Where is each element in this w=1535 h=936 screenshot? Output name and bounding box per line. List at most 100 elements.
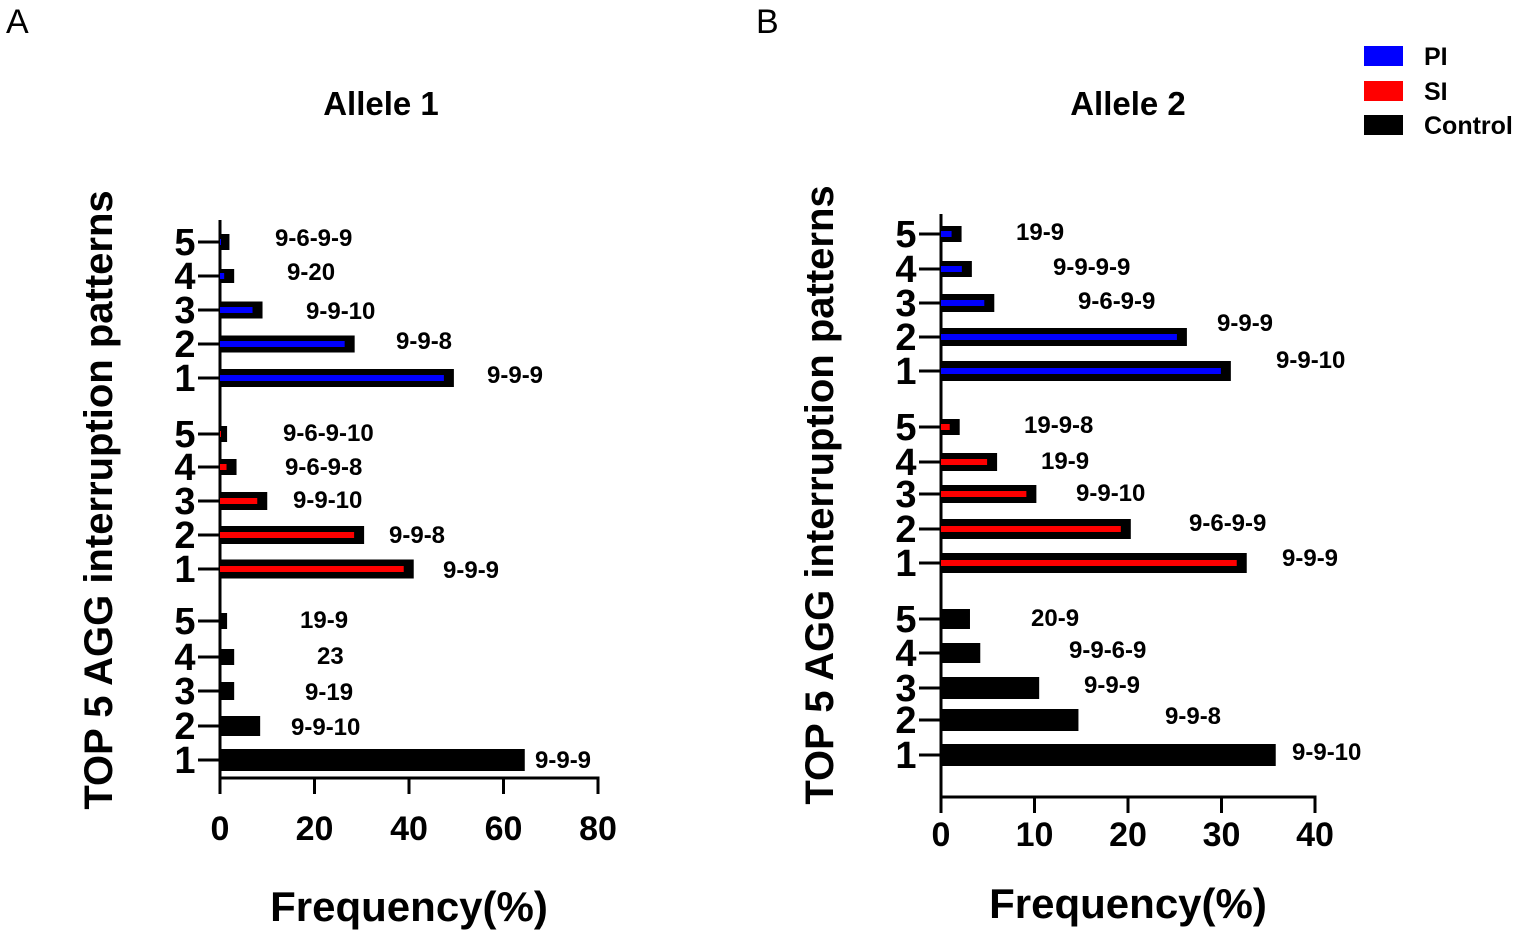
category-label: 5 [895,214,916,256]
bar-pi [941,368,1221,374]
bar-si [941,424,950,430]
legend: PI SI Control [1364,43,1513,140]
x-tick-label: 40 [390,810,428,848]
category-label: 5 [174,601,195,643]
x-tick-label: 40 [1296,816,1334,854]
bar-pattern-label: 9-9-10 [306,298,375,325]
bar-control [941,643,981,663]
bar-pattern-label: 9-9-10 [293,487,362,514]
bar-pattern-label: 9-9-9-9 [1053,254,1130,281]
bar-pi [941,266,962,272]
category-label: 4 [895,249,916,291]
x-tick-label: 60 [485,810,523,848]
bar-si [220,431,221,437]
category-label: 4 [174,256,195,298]
chart-title: Allele 2 [1070,85,1186,122]
category-label: 2 [174,515,195,557]
bar-pattern-label: 9-9-9 [1282,545,1338,572]
category-label: 1 [174,549,195,591]
bar-pattern-label: 9-9-9 [1217,310,1273,337]
bar-pi [220,375,444,381]
x-axis-label: Frequency(%) [989,880,1267,927]
category-label: 5 [895,407,916,449]
bar-si [941,526,1121,532]
bar-si [941,560,1237,566]
bar-pi [220,273,225,279]
bar-pattern-label: 9-6-9-10 [283,420,374,447]
bar-si [941,491,1027,497]
bar-control [941,609,970,629]
bar-control [220,716,261,736]
category-label: 2 [895,509,916,551]
panel-letter: B [756,3,779,41]
bar-pattern-label: 19-9 [1016,219,1064,246]
category-label: 1 [174,740,195,782]
bar-si-outline [220,426,228,442]
bar-pattern-label: 9-9-10 [291,714,360,741]
bar-control [941,709,1079,731]
legend-label-control: Control [1424,112,1513,140]
bar-pattern-label: 9-9-8 [389,522,445,549]
bar-pattern-label: 9-9-8 [396,328,452,355]
panel-b: B Allele 2 TOP 5 AGG interruption patterns… [756,3,1361,927]
legend-swatch-pi [1364,46,1403,66]
bar-pi [220,239,221,245]
bar-pattern-label: 9-6-9-9 [1189,510,1266,537]
category-label: 1 [895,735,916,777]
category-label: 2 [895,317,916,359]
bar-si [220,464,227,470]
bar-si [220,566,404,572]
category-label: 3 [895,474,916,516]
bar-pattern-label: 9-20 [287,259,335,286]
bar-pattern-label: 9-9-10 [1292,739,1361,766]
bar-pattern-label: 9-9-8 [1165,703,1221,730]
bar-control [941,744,1276,766]
bar-pi [941,300,985,306]
bar-pattern-label: 23 [317,643,344,670]
x-tick-label: 0 [211,810,230,848]
bar-si-outline [220,459,237,475]
bar-control [220,613,228,629]
bar-si [941,459,988,465]
category-label: 1 [174,358,195,400]
y-axis-label: TOP 5 AGG interruption patterns [77,190,121,809]
legend-label-pi: PI [1424,43,1448,71]
bar-pattern-label: 9-6-9-9 [1078,288,1155,315]
bar-pattern-label: 9-9-9 [443,557,499,584]
category-label: 5 [174,222,195,264]
bar-pattern-label: 9-9-9 [487,362,543,389]
category-label: 4 [174,637,195,679]
bar-pi [941,334,1177,340]
x-tick-label: 80 [579,810,617,848]
panel-a: A Allele 1 TOP 5 AGG interruption patterns… [6,3,617,930]
x-tick-label: 10 [1016,816,1054,854]
category-label: 3 [174,290,195,332]
category-label: 3 [895,283,916,325]
panel-letter: A [6,3,29,41]
legend-swatch-si [1364,81,1403,101]
x-axis-label: Frequency(%) [270,883,548,930]
bar-pattern-label: 9-9-10 [1276,347,1345,374]
bar-control [220,749,525,771]
bar-pattern-label: 9-9-10 [1076,480,1145,507]
category-label: 5 [895,599,916,641]
category-label: 3 [895,668,916,710]
bar-pattern-label: 19-9-8 [1024,412,1093,439]
category-label: 2 [895,700,916,742]
bar-pattern-label: 9-9-6-9 [1069,637,1146,664]
x-tick-label: 30 [1203,816,1241,854]
category-label: 4 [174,447,195,489]
x-tick-label: 0 [932,816,951,854]
category-label: 2 [174,706,195,748]
category-label: 1 [895,543,916,585]
bar-control [220,649,235,665]
category-label: 1 [895,351,916,393]
bar-pattern-label: 19-9 [300,607,348,634]
bar-pi-outline [220,269,235,283]
category-label: 3 [174,671,195,713]
bar-pattern-label: 9-19 [305,679,353,706]
category-label: 4 [895,442,916,484]
bar-si [220,498,258,504]
chart-title: Allele 1 [323,85,439,122]
